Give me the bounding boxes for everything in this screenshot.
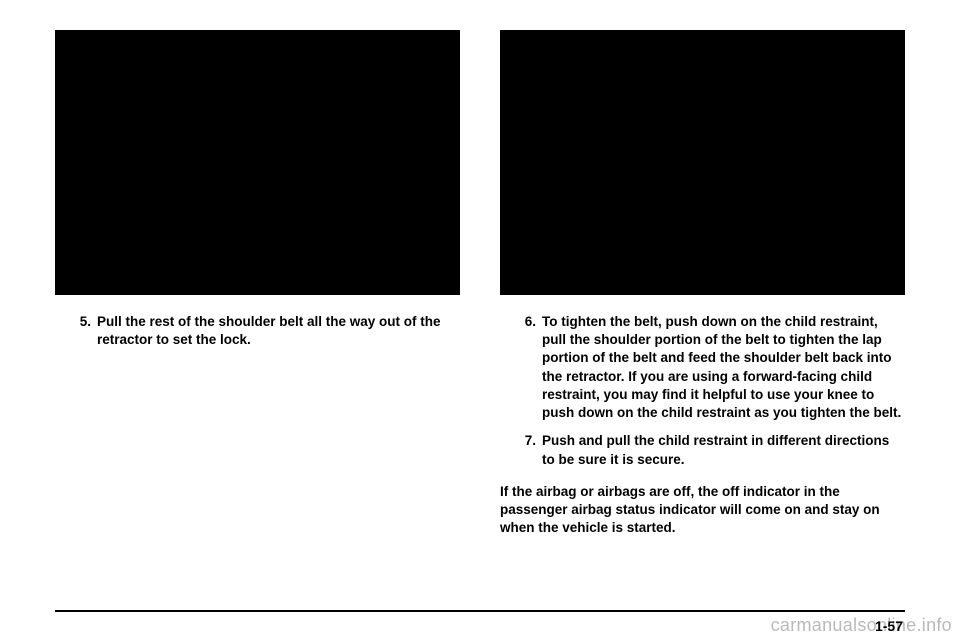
step-6: 6. To tighten the belt, push down on the… [500,313,905,422]
manual-page: 5. Pull the rest of the shoulder belt al… [0,0,960,640]
step-6-number: 6. [522,313,542,422]
two-column-layout: 5. Pull the rest of the shoulder belt al… [55,30,905,610]
step-7: 7. Push and pull the child restraint in … [500,432,905,468]
step-6-text: To tighten the belt, push down on the ch… [542,313,905,422]
step-5: 5. Pull the rest of the shoulder belt al… [55,313,460,349]
right-column: 6. To tighten the belt, push down on the… [500,30,905,610]
step-5-text: Pull the rest of the shoulder belt all t… [97,313,460,349]
step-5-number: 5. [77,313,97,349]
step-7-number: 7. [522,432,542,468]
footer-rule [55,610,905,612]
left-column: 5. Pull the rest of the shoulder belt al… [55,30,460,610]
figure-placeholder-right [500,30,905,295]
figure-placeholder-left [55,30,460,295]
watermark-text: carmanualsonline.info [771,615,952,636]
step-7-text: Push and pull the child restraint in dif… [542,432,905,468]
body-paragraph: If the airbag or airbags are off, the of… [500,483,905,538]
